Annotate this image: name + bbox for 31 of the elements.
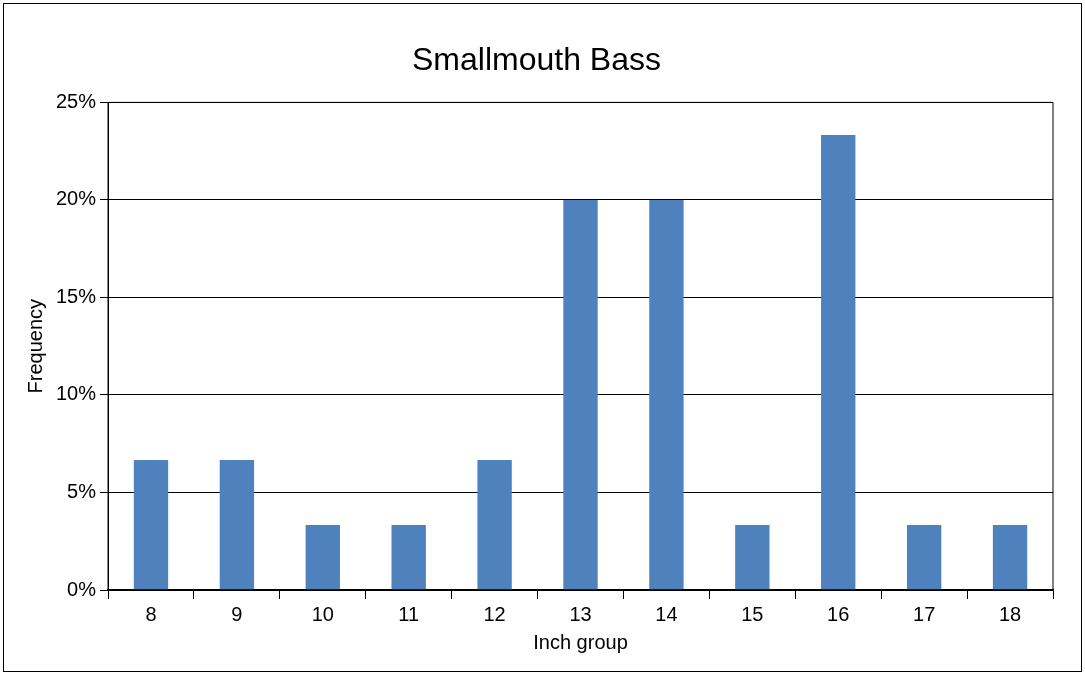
bar: [821, 134, 856, 590]
bar: [133, 459, 169, 590]
bar: [305, 525, 340, 590]
bar: [649, 199, 684, 590]
x-tick-label: 14: [655, 602, 678, 625]
y-tick-label: 20%: [56, 187, 97, 210]
bar: [906, 525, 942, 590]
x-tick-label: 18: [998, 602, 1022, 625]
bar: [391, 525, 426, 590]
x-tick-label: 15: [741, 602, 764, 625]
chart-title: Smallmouth Bass: [412, 41, 661, 78]
y-tick-label: 10%: [56, 382, 97, 405]
x-tick-label: 13: [569, 602, 592, 625]
x-tick-label: 17: [913, 602, 936, 625]
y-axis-title: Frequency: [23, 298, 46, 394]
x-axis-title: Inch group: [533, 630, 628, 653]
bar: [563, 199, 598, 590]
x-tick-label: 11: [398, 602, 420, 625]
x-tick-label: 8: [145, 602, 157, 625]
x-tick-label: 12: [483, 602, 506, 625]
y-tick-label: 5%: [67, 480, 97, 502]
bar: [477, 459, 512, 590]
bar: [735, 525, 770, 590]
bar: [992, 525, 1028, 590]
x-tick-label: 10: [311, 602, 334, 625]
y-tick-label: 15%: [56, 284, 97, 307]
x-tick-label: 9: [231, 602, 243, 625]
y-tick-label: 25%: [56, 89, 97, 112]
bar: [219, 459, 255, 590]
x-tick-label: 16: [827, 602, 850, 625]
y-tick-label: 0%: [67, 577, 97, 600]
